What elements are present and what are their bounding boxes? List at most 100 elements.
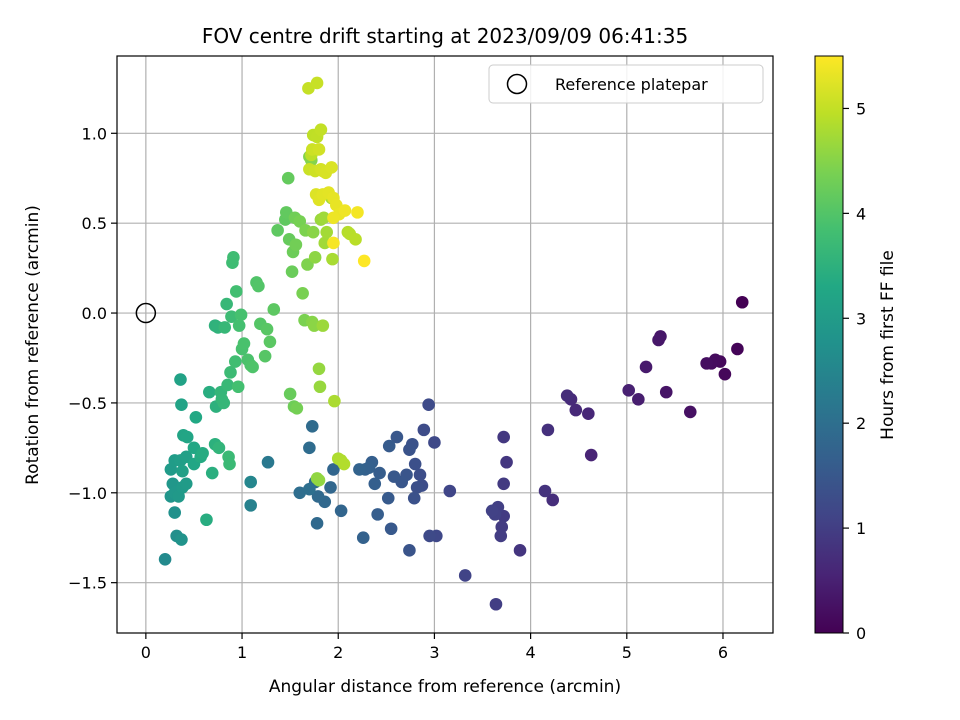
scatter-point — [351, 206, 364, 219]
scatter-point — [312, 143, 326, 156]
scatter-point — [407, 491, 421, 505]
scatter-point — [428, 436, 441, 449]
legend-marker — [506, 73, 528, 95]
scatter-point — [368, 477, 382, 491]
scatter-point — [212, 441, 226, 455]
scatter-point — [538, 484, 552, 498]
scatter-point — [303, 482, 316, 496]
scatter-point — [381, 491, 395, 505]
scatter-point — [356, 531, 370, 545]
scatter-point — [494, 529, 508, 543]
scatter-point — [443, 484, 457, 498]
scatter-point — [357, 254, 371, 268]
scatter-point — [327, 211, 340, 225]
scatter-point — [489, 597, 503, 611]
scatter-point — [659, 385, 673, 399]
scatter-point — [403, 443, 416, 456]
x-tick-label: 0 — [141, 643, 151, 662]
scatter-point — [349, 233, 362, 246]
scatter-point — [718, 367, 732, 381]
colorbar-gradient — [814, 55, 844, 634]
scatter-point — [174, 373, 187, 386]
scatter-point — [497, 477, 510, 491]
colorbar-ticks: 0 1 2 3 4 5 — [843, 99, 866, 643]
scatter-point — [168, 506, 182, 519]
scatter-point — [373, 466, 386, 480]
scatter-point — [413, 468, 427, 482]
scatter-point — [458, 569, 472, 582]
scatter-point — [582, 407, 595, 421]
colorbar-tick-label: 4 — [856, 204, 866, 223]
scatter-point — [541, 423, 555, 437]
x-axis-ticks: 0 1 2 3 4 5 6 — [141, 633, 728, 662]
scatter-point — [305, 419, 319, 433]
scatter-point — [382, 439, 396, 453]
scatter-point — [200, 513, 213, 527]
scatter-point — [217, 396, 231, 410]
y-tick-label: −0.5 — [68, 394, 107, 413]
scatter-point — [324, 481, 337, 494]
scatter-point — [312, 473, 326, 487]
colorbar-tick-label: 3 — [856, 309, 866, 328]
colorbar-tick-label: 2 — [856, 414, 866, 433]
scatter-point — [735, 295, 749, 309]
reference-platepar-marker — [135, 302, 157, 324]
scatter-point — [205, 466, 219, 480]
x-tick-label: 3 — [429, 643, 439, 662]
y-axis-label: Rotation from reference (arcmin) — [23, 205, 43, 485]
scatter-point — [326, 252, 339, 266]
scatter-point — [700, 357, 713, 370]
x-tick-label: 2 — [333, 643, 343, 662]
scatter-point — [218, 321, 232, 334]
scatter-point — [221, 378, 234, 392]
scatter-point — [311, 490, 325, 503]
scatter-point — [244, 499, 258, 512]
x-tick-label: 5 — [622, 643, 632, 662]
grid-lines — [117, 56, 773, 633]
scatter-point — [271, 224, 284, 237]
scatter-point — [423, 529, 436, 543]
scatter-point — [246, 360, 259, 374]
scatter-point — [387, 470, 401, 483]
scatter-point — [546, 493, 560, 507]
scatter-point — [224, 366, 237, 379]
scatter-point — [353, 463, 366, 476]
plot-frame — [116, 55, 774, 634]
x-axis-label: Angular distance from reference (arcmin) — [269, 677, 621, 697]
scatter-point — [314, 123, 328, 136]
scatter-point — [337, 457, 351, 471]
scatter-point — [258, 349, 272, 363]
scatter-point — [569, 403, 583, 417]
scatter-point — [180, 430, 194, 444]
scatter-point — [176, 464, 189, 478]
scatter-point — [225, 310, 238, 323]
scatter-point — [652, 333, 665, 347]
scatter-point — [410, 481, 424, 494]
scatter-point — [328, 394, 341, 408]
scatter-point — [584, 448, 598, 462]
scatter-point — [296, 286, 309, 300]
scatter-point — [229, 355, 242, 368]
x-tick-label: 6 — [718, 643, 728, 662]
legend: Reference platepar — [488, 64, 764, 104]
scatter-point — [244, 475, 258, 489]
scatter-point — [231, 380, 245, 394]
scatter-point — [179, 477, 193, 491]
x-tick-label: 1 — [237, 643, 247, 662]
scatter-point — [158, 553, 172, 566]
scatter-point — [252, 279, 265, 293]
scatter-point — [371, 508, 384, 521]
scatter-point — [261, 455, 275, 469]
scatter-point — [320, 225, 333, 239]
scatter-point — [234, 308, 248, 322]
scatter-point — [307, 319, 321, 332]
scatter-point — [632, 393, 645, 406]
y-tick-label: −1.5 — [68, 574, 107, 593]
scatter-point — [220, 297, 233, 311]
scatter-point — [422, 398, 435, 412]
scatter-point — [175, 533, 188, 546]
scatter-point — [223, 457, 236, 471]
scatter-point — [232, 319, 246, 332]
chart-title: FOV centre drift starting at 2023/09/09 … — [202, 24, 688, 48]
scatter-point — [639, 360, 653, 374]
